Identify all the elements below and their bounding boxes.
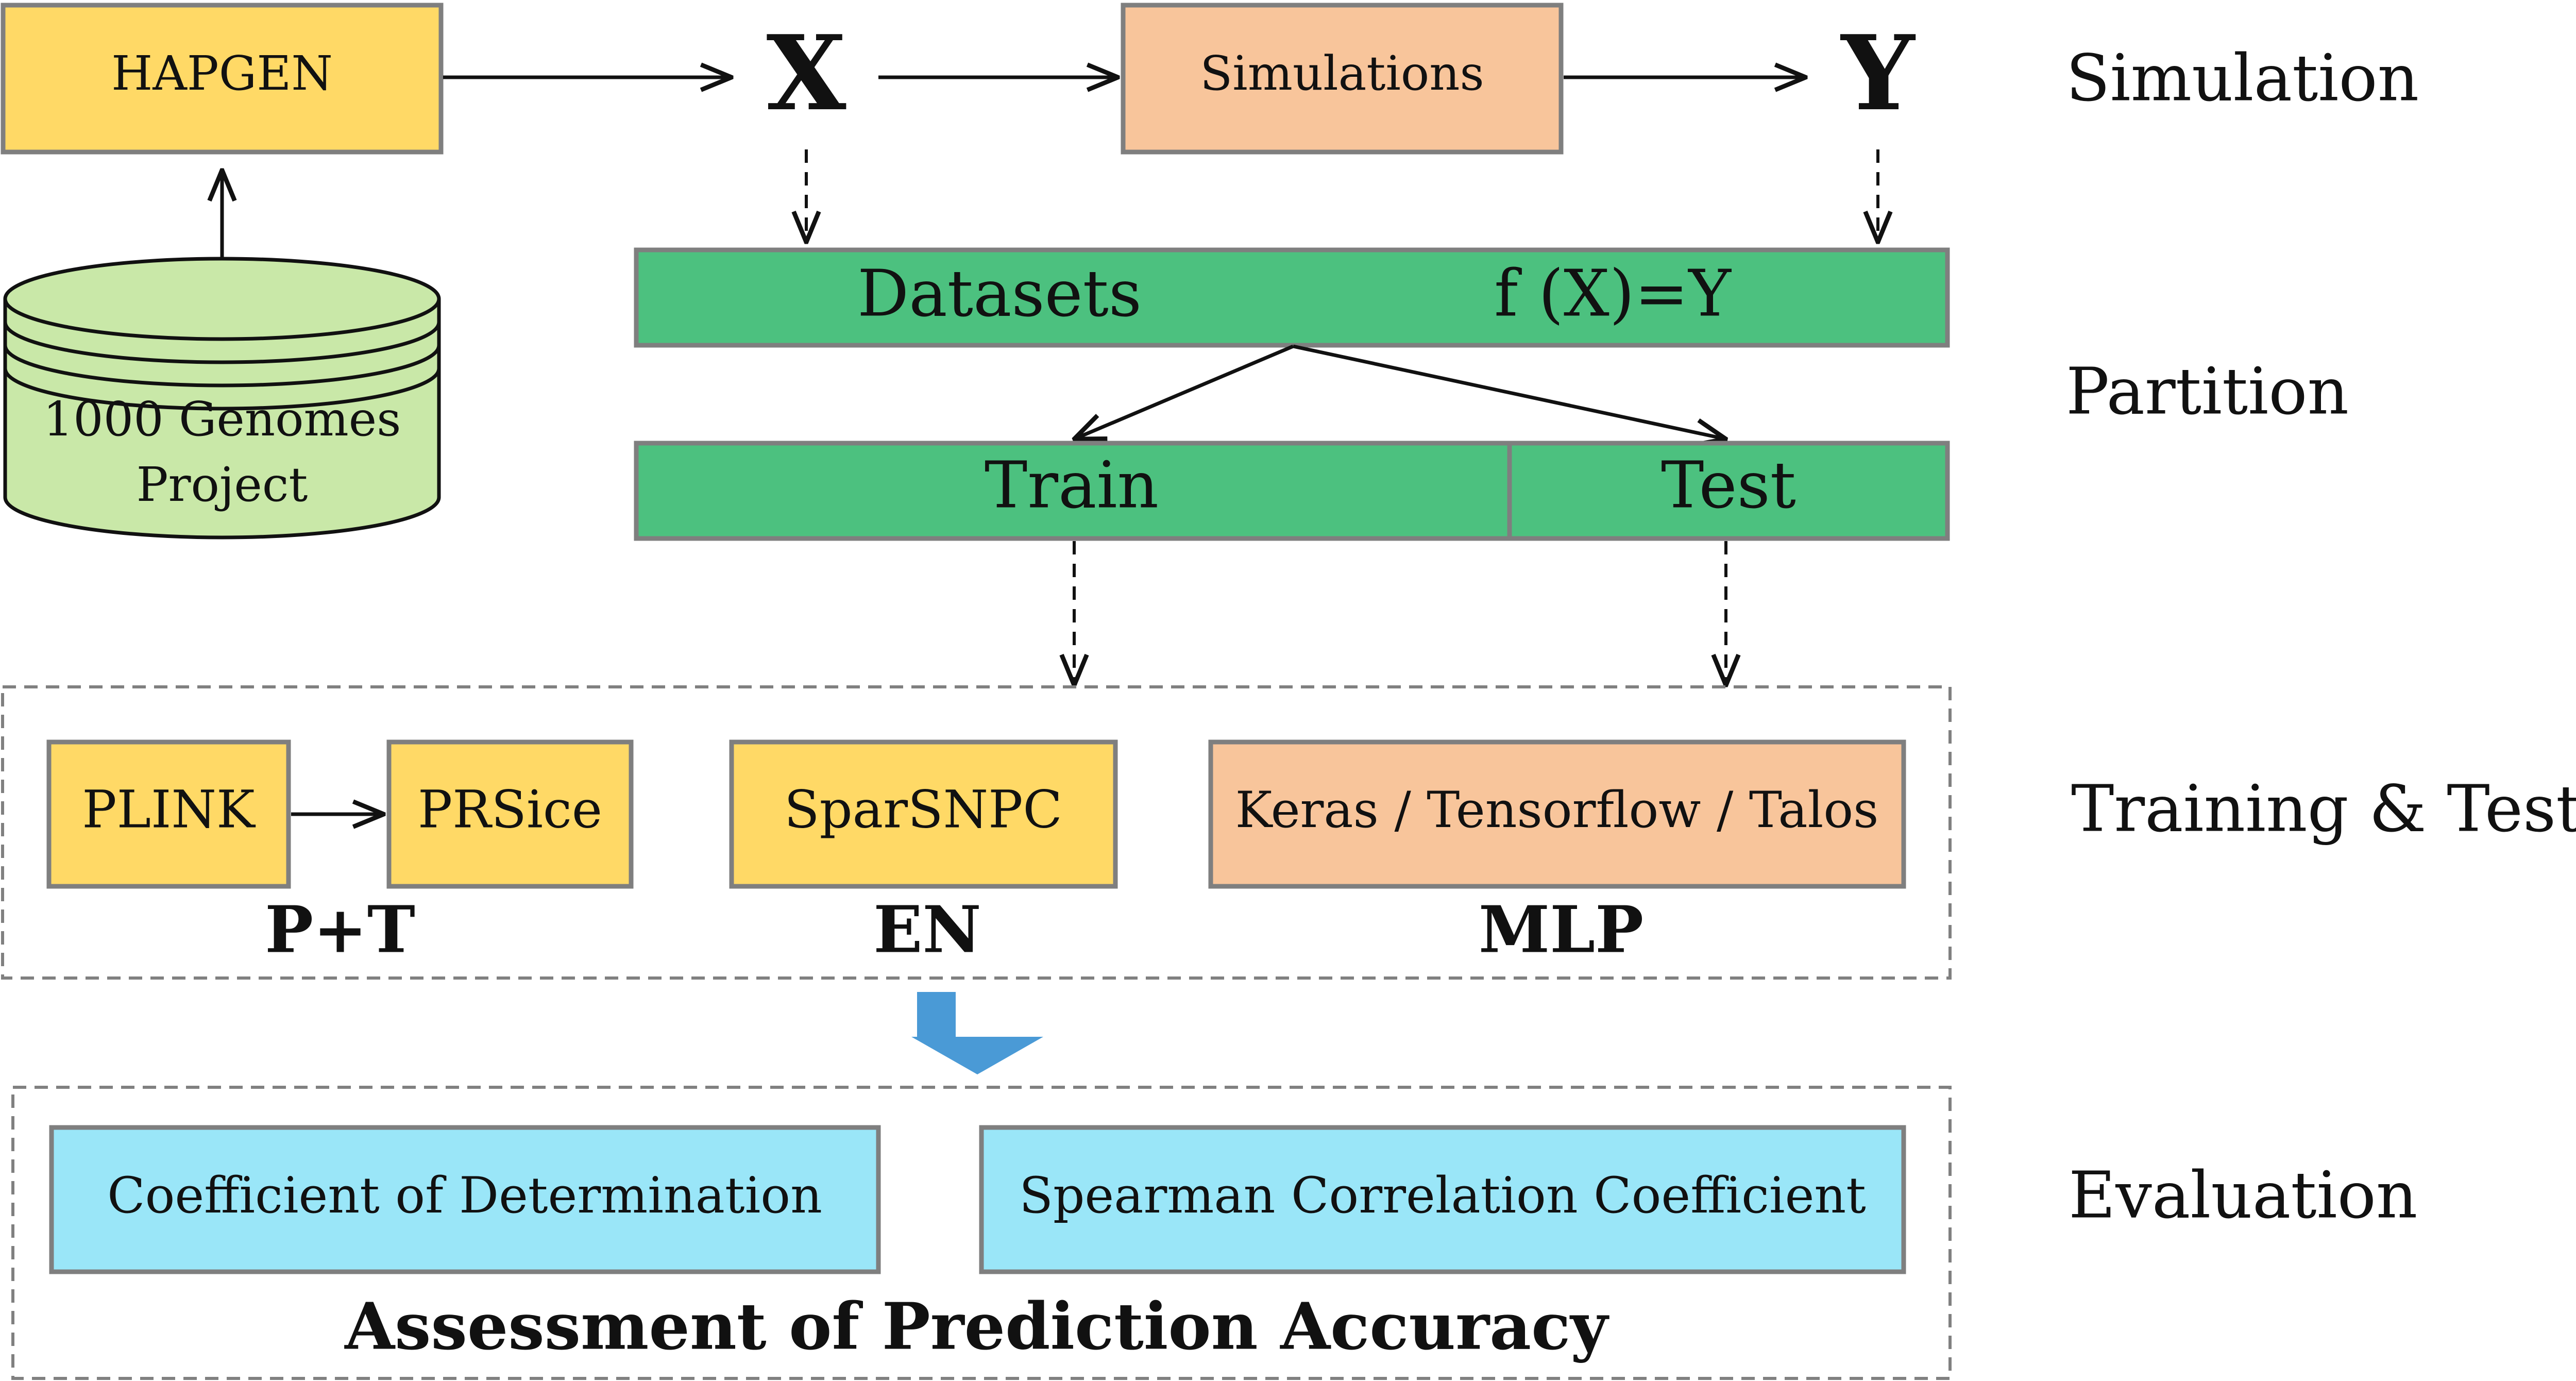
evaluation-container bbox=[11, 1086, 1952, 1380]
stage-simulation: Simulation bbox=[2066, 41, 2419, 116]
function-label: f (X)=Y bbox=[1494, 257, 1732, 331]
stage-training-test: Training & Test bbox=[2071, 772, 2576, 847]
hapgen-label: HAPGEN bbox=[111, 46, 333, 101]
mlp-label: MLP bbox=[1479, 892, 1643, 968]
keras-box bbox=[1208, 739, 1906, 889]
training-container bbox=[1, 685, 1952, 980]
assessment-label: Assessment of Prediction Accuracy bbox=[344, 1289, 1609, 1365]
sparsnpc-label: SparSNPC bbox=[784, 780, 1062, 840]
sparsnpc-box bbox=[729, 739, 1118, 889]
keras-label: Keras / Tensorflow / Talos bbox=[1235, 781, 1879, 839]
spearman-box bbox=[979, 1125, 1906, 1274]
y-variable: Y bbox=[1840, 13, 1916, 134]
train-label: Train bbox=[985, 448, 1159, 523]
arrow-split-to-train bbox=[1074, 344, 1294, 439]
database-label: 1000 Genomes bbox=[43, 392, 401, 447]
prsice-label: PRSice bbox=[418, 780, 602, 840]
coef-det-label: Coefficient of Determination bbox=[107, 1167, 822, 1224]
database-icon bbox=[3, 257, 441, 540]
datasets-bar bbox=[634, 247, 1950, 348]
x-variable: X bbox=[766, 13, 846, 134]
pt-label: P+T bbox=[265, 892, 415, 968]
plink-label: PLINK bbox=[82, 780, 256, 840]
simulations-label: Simulations bbox=[1200, 46, 1484, 101]
spearman-label: Spearman Correlation Coefficient bbox=[1019, 1167, 1866, 1224]
coef-det-box bbox=[49, 1125, 881, 1274]
test-label: Test bbox=[1661, 448, 1796, 523]
en-label: EN bbox=[873, 892, 981, 968]
down-arrow-icon bbox=[911, 992, 1043, 1074]
hapgen-box bbox=[1, 3, 444, 155]
arrow-split-to-test bbox=[1293, 344, 1726, 439]
datasets-label: Datasets bbox=[857, 257, 1142, 331]
simulations-box bbox=[1121, 3, 1564, 155]
test-bar bbox=[1507, 441, 1950, 541]
prsice-box bbox=[386, 739, 634, 889]
stage-partition: Partition bbox=[2066, 355, 2349, 429]
stage-evaluation: Evaluation bbox=[2069, 1158, 2417, 1233]
database-label-line2: Project bbox=[137, 457, 308, 512]
plink-box bbox=[46, 739, 291, 889]
